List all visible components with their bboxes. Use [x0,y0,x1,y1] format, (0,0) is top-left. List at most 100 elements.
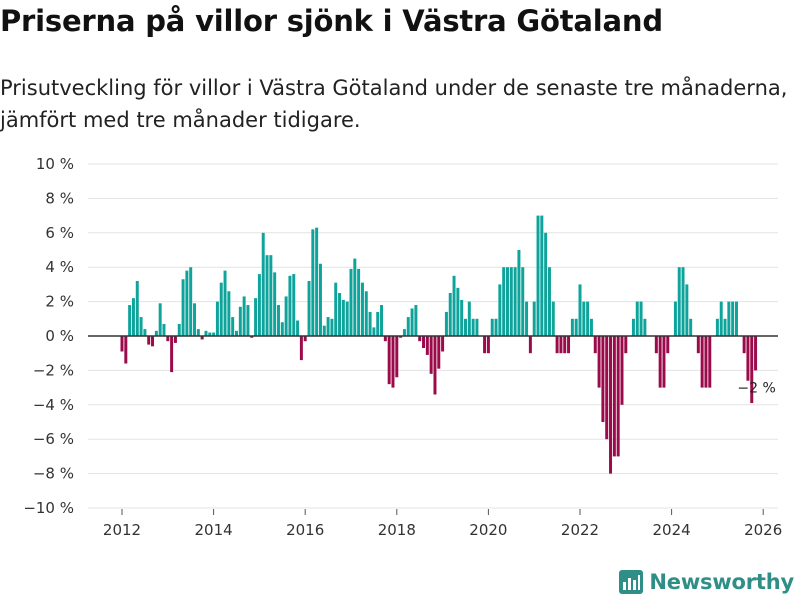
bar [723,318,727,336]
bar [124,336,128,364]
bar [639,301,643,336]
bar-series [120,215,758,474]
bar [120,336,124,352]
bar [696,336,700,354]
bar [742,336,746,354]
bar [685,284,689,336]
bar [357,268,361,336]
bar [525,301,529,336]
bar [364,291,368,336]
bar [154,330,158,336]
bar [299,336,303,361]
bar [429,336,433,374]
bar [719,301,723,336]
bar [173,336,177,343]
bar [269,255,273,336]
bar [273,272,277,336]
bar [311,229,315,336]
bar [143,329,147,336]
bar [444,311,448,336]
bar [380,305,384,336]
bar [574,318,578,336]
bar [139,317,143,336]
bar [330,318,334,336]
bar [586,301,590,336]
y-tick-label: 10 % [36,155,74,173]
y-tick-label: 8 % [45,189,74,207]
bar [609,336,613,474]
bar [460,299,464,336]
bar [467,301,471,336]
bar [151,336,155,347]
axes: 10 % 8 % 6 % 4 % 2 % 0 % −2 % −4 % −6 % −8 % −10 %… [23,155,782,539]
bar [620,336,624,405]
bar [322,325,326,336]
bar [391,336,395,388]
y-tick-label: −8 % [33,465,74,483]
bar [246,305,250,336]
bar [326,317,330,336]
bar [235,330,238,336]
bar [219,282,223,336]
x-tick-label: 2018 [378,521,416,539]
last-value-annotation: −2 % [737,380,775,396]
bar [521,267,525,336]
bar [475,318,479,336]
bar [754,336,758,371]
bar [593,336,597,354]
bar [471,318,475,336]
bar [227,291,231,336]
bar [303,336,307,342]
bar [422,336,426,349]
chart-title: Priserna på villor sjönk i Västra Götala… [0,4,663,38]
bar [551,301,555,336]
bar [212,332,216,336]
bar [601,336,605,422]
bar [223,270,227,336]
bar [448,293,452,336]
bar [654,336,658,354]
bar [131,298,135,336]
bar [486,336,490,354]
bar [414,305,418,336]
bar [624,336,628,354]
x-tick-label: 2024 [653,521,691,539]
bar [666,336,670,354]
bar [509,267,513,336]
bar [280,322,284,336]
bar [307,280,311,336]
brand-name: Newsworthy [649,570,794,594]
brand-logo: Newsworthy [619,570,794,594]
bar [181,279,185,336]
x-tick-label: 2026 [744,521,782,539]
bar [387,336,391,385]
bar [128,305,132,336]
bar [715,318,719,336]
bar [231,317,235,336]
bar [185,270,189,336]
bar [528,336,532,354]
bar [418,336,422,342]
bar [315,227,319,336]
bar [376,311,380,336]
bar [170,336,174,373]
bar [383,336,387,342]
bar [505,267,509,336]
bar [502,267,506,336]
bar [433,336,437,395]
bar [368,311,372,336]
bar [441,336,445,352]
bar [540,215,544,336]
bar [338,293,342,336]
y-tick-label: 4 % [45,258,74,276]
bar [597,336,601,388]
bar [582,301,586,336]
x-tick-label: 2016 [286,521,324,539]
bar [345,301,349,336]
x-tick-label: 2014 [195,521,233,539]
bar [162,323,166,336]
bar [662,336,666,388]
bar [334,282,338,336]
bar [589,318,593,336]
bar [177,323,181,336]
